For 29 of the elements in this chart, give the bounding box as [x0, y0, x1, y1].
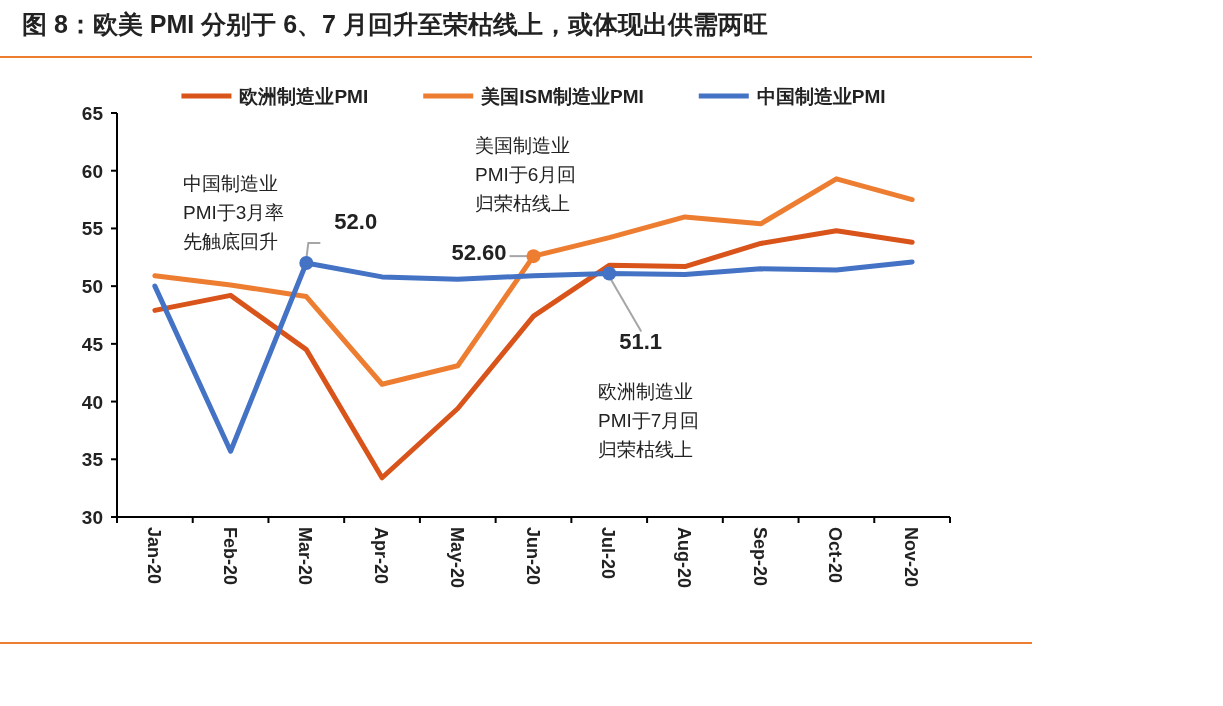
y-tick-label: 30: [81, 507, 103, 528]
legend-label: 欧洲制造业PMI: [239, 86, 369, 107]
x-tick-label: Sep-20: [749, 527, 770, 587]
x-tick-label: Nov-20: [901, 527, 922, 588]
y-tick-label: 60: [81, 160, 103, 182]
annotation: 51.1: [619, 329, 663, 355]
x-tick-label: Mar-20: [295, 527, 316, 586]
x-tick-label: May-20: [446, 527, 467, 589]
x-tick-label: Aug-20: [673, 527, 694, 589]
annotation: 52.60: [451, 240, 507, 266]
x-tick-label: Apr-20: [371, 527, 392, 585]
legend-label: 美国ISM制造业PMI: [480, 86, 644, 107]
y-tick-label: 35: [81, 449, 104, 471]
annotation: 中国制造业PMI于3月率先触底回升: [183, 173, 285, 252]
chart-title: 图 8：欧美 PMI 分别于 6、7 月回升至荣枯线上，或体现出供需两旺: [22, 10, 768, 38]
x-tick-label: Jun-20: [522, 527, 543, 586]
y-tick-label: 45: [81, 333, 104, 355]
x-tick-label: Jan-20: [143, 527, 164, 585]
x-tick-label: Oct-20: [825, 527, 846, 584]
x-tick-label: Feb-20: [219, 527, 240, 586]
y-tick-label: 40: [81, 391, 103, 413]
y-tick-label: 50: [81, 276, 103, 298]
annotation: 欧洲制造业PMI于7月回归荣枯线上: [598, 381, 700, 460]
y-tick-label: 65: [81, 103, 104, 124]
x-tick-label: Jul-20: [598, 527, 619, 580]
annotation: 美国制造业PMI于6月回归荣枯线上: [475, 135, 577, 214]
y-tick-label: 55: [81, 218, 104, 240]
annotation: 52.0: [334, 209, 378, 235]
legend-label: 中国制造业PMI: [756, 86, 886, 107]
